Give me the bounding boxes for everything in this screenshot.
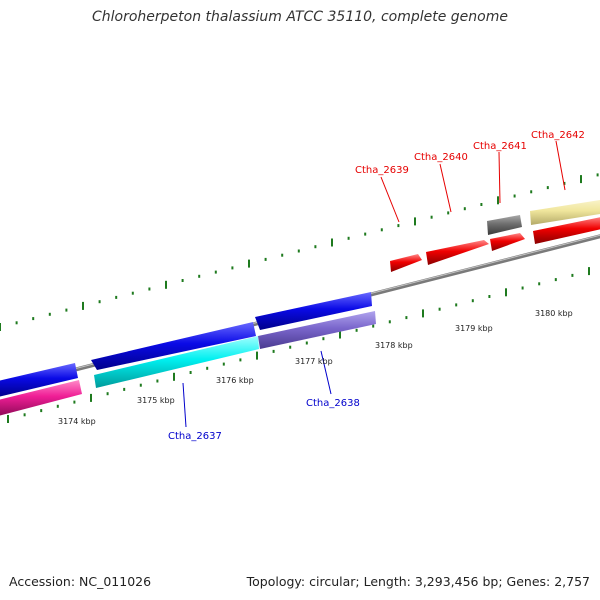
position-labels: 3174 kbp 3175 kbp 3176 kbp 3177 kbp 3178… xyxy=(58,309,573,426)
kbp-label: 3178 kbp xyxy=(375,341,413,350)
topology-text: Topology: circular; Length: 3,293,456 bp… xyxy=(246,574,590,589)
lower-tick-track xyxy=(7,267,590,423)
gene-ctha-2641[interactable] xyxy=(490,233,525,251)
accession-text: Accession: NC_011026 xyxy=(9,574,152,589)
lower-track-genes xyxy=(0,292,376,416)
gene-ctha-2640[interactable] xyxy=(426,240,489,265)
kbp-label: 3174 kbp xyxy=(58,417,96,426)
gene-gray[interactable] xyxy=(487,215,522,235)
gene-name-labels: Ctha_2637 Ctha_2638 Ctha_2639 Ctha_2640 … xyxy=(168,130,585,442)
kbp-label: 3179 kbp xyxy=(455,324,493,333)
gene-label[interactable]: Ctha_2637 xyxy=(168,431,222,442)
kbp-label: 3177 kbp xyxy=(295,357,333,366)
gene-label[interactable]: Ctha_2640 xyxy=(414,152,468,163)
gene-label[interactable]: Ctha_2639 xyxy=(355,165,409,176)
gene-ctha-2637[interactable] xyxy=(94,336,259,388)
gene-ctha-2639[interactable] xyxy=(390,254,422,272)
gene-ctha-2638[interactable] xyxy=(258,311,376,349)
gene-blue-left[interactable] xyxy=(0,363,78,397)
label-leaders xyxy=(182,140,566,428)
forward-strand-genes xyxy=(390,216,600,272)
kbp-label: 3176 kbp xyxy=(216,376,254,385)
gene-label[interactable]: Ctha_2638 xyxy=(306,398,360,409)
gene-khaki[interactable] xyxy=(530,199,600,225)
map-title: Chloroherpeton thalassium ATCC 35110, co… xyxy=(92,9,508,25)
gene-pink[interactable] xyxy=(0,380,82,416)
upper-track-genes xyxy=(487,199,600,235)
gene-ctha-2642[interactable] xyxy=(533,216,600,244)
gene-ctha-2638-upper[interactable] xyxy=(255,292,372,330)
upper-tick-track xyxy=(0,173,599,331)
kbp-label: 3180 kbp xyxy=(535,309,573,318)
gene-label[interactable]: Ctha_2641 xyxy=(473,141,527,152)
kbp-label: 3175 kbp xyxy=(137,396,175,405)
gene-ctha-2637-upper[interactable] xyxy=(91,322,256,370)
gene-label[interactable]: Ctha_2642 xyxy=(531,130,585,141)
